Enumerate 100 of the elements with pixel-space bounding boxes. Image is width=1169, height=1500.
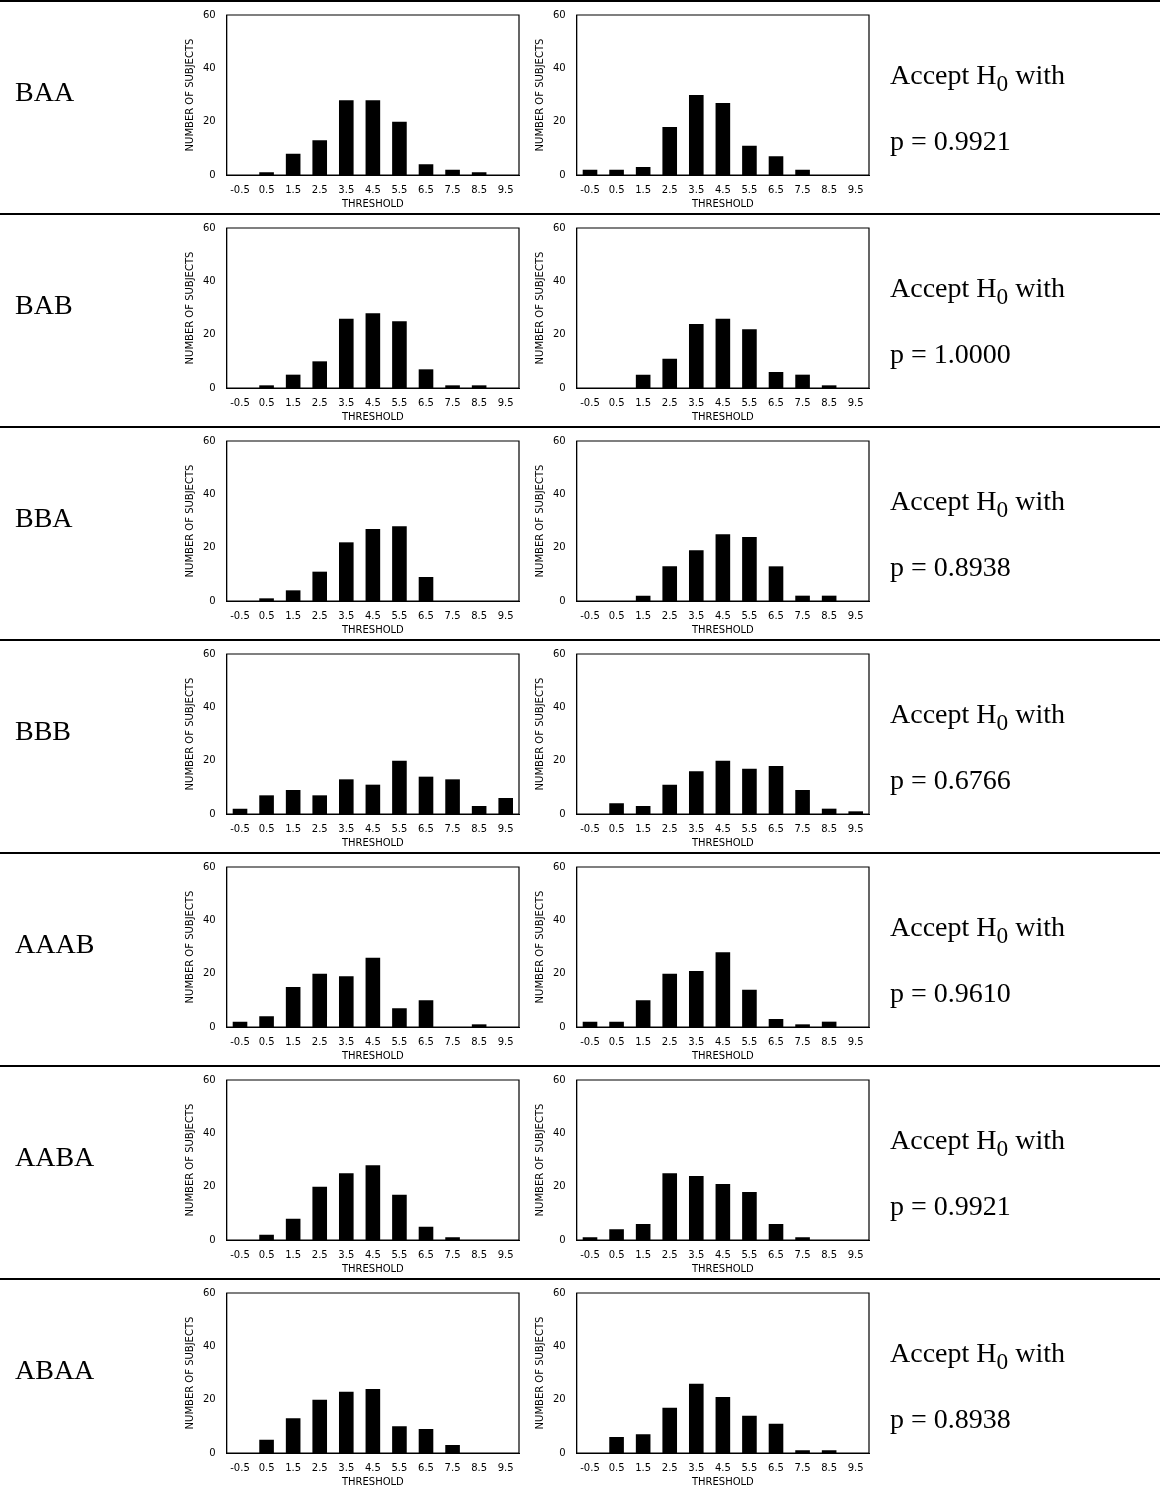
x-tick-label: -0.5 — [580, 396, 600, 408]
x-tick-label: -0.5 — [230, 1461, 250, 1473]
x-tick-label: 2.5 — [661, 1248, 678, 1260]
x-tick-label: 5.5 — [391, 822, 408, 834]
x-tick-label: 5.5 — [391, 396, 408, 408]
x-tick-label: 4.5 — [364, 822, 381, 834]
y-tick-label: 20 — [202, 541, 216, 553]
y-tick-label: 0 — [209, 1233, 216, 1245]
x-tick-label: 3.5 — [338, 183, 355, 195]
y-tick-label: 20 — [202, 754, 216, 766]
text: p = 0.8938 — [890, 1401, 1012, 1436]
x-tick-label: -0.5 — [230, 396, 250, 408]
text: Accept H$_{0}$ with — [890, 697, 1065, 737]
x-tick-label: 5.5 — [741, 1461, 758, 1473]
x-tick-label: 6.5 — [418, 1248, 434, 1260]
x-tick-label: 6.5 — [768, 609, 784, 621]
x-tick-label: 0.5 — [608, 1461, 625, 1473]
x-tick-label: 8.5 — [471, 822, 488, 834]
x-axis-title: THRESHOLD — [340, 1475, 405, 1487]
x-tick-label: 5.5 — [391, 183, 408, 195]
x-tick-label: 8.5 — [471, 1248, 488, 1260]
text: Accept H$_{0}$ with — [890, 1123, 1065, 1163]
x-tick-label: 2.5 — [661, 822, 678, 834]
x-tick-label: 3.5 — [688, 1035, 705, 1047]
x-axis-title: THRESHOLD — [690, 836, 755, 848]
x-tick-label: 9.5 — [847, 1248, 864, 1260]
y-tick-label: 60 — [202, 8, 216, 20]
y-tick-label: 0 — [209, 1020, 216, 1032]
x-tick-label: 7.5 — [444, 1035, 461, 1047]
x-tick-label: 6.5 — [768, 1035, 784, 1047]
x-tick-label: 8.5 — [821, 1248, 838, 1260]
y-axis-title: NUMBER OF SUBJECTS — [533, 1316, 545, 1430]
y-axis-title: NUMBER OF SUBJECTS — [183, 251, 195, 365]
x-tick-label: 2.5 — [311, 1461, 328, 1473]
x-tick-label: 7.5 — [444, 396, 461, 408]
x-tick-label: 1.5 — [635, 1035, 652, 1047]
x-tick-label: 0.5 — [608, 609, 625, 621]
x-tick-label: 4.5 — [714, 183, 731, 195]
x-tick-label: 4.5 — [714, 1035, 731, 1047]
text: BBA — [15, 502, 73, 534]
x-tick-label: 7.5 — [444, 1461, 461, 1473]
x-tick-label: -0.5 — [580, 1461, 600, 1473]
y-tick-label: 40 — [552, 1126, 566, 1138]
x-tick-label: 5.5 — [741, 183, 758, 195]
x-tick-label: 5.5 — [741, 609, 758, 621]
x-tick-label: 0.5 — [258, 1248, 275, 1260]
y-axis-title: NUMBER OF SUBJECTS — [533, 677, 545, 791]
x-tick-label: 9.5 — [497, 1461, 514, 1473]
x-axis-title: THRESHOLD — [690, 197, 755, 209]
text: Accept H$_{0}$ with — [890, 271, 1065, 311]
x-tick-label: -0.5 — [230, 609, 250, 621]
x-tick-label: 4.5 — [364, 183, 381, 195]
y-tick-label: 40 — [552, 1339, 566, 1351]
text: p = 0.8938 — [890, 549, 1012, 584]
x-tick-label: 2.5 — [311, 1035, 328, 1047]
x-tick-label: 7.5 — [794, 609, 811, 621]
y-tick-label: 20 — [552, 541, 566, 553]
text: p = 0.9921 — [890, 1188, 1012, 1223]
x-tick-label: 3.5 — [338, 1248, 355, 1260]
x-tick-label: 9.5 — [847, 609, 864, 621]
x-tick-label: 1.5 — [285, 1461, 302, 1473]
y-tick-label: 60 — [202, 434, 216, 446]
x-tick-label: 4.5 — [364, 1461, 381, 1473]
x-tick-label: 0.5 — [608, 396, 625, 408]
y-tick-label: 40 — [202, 61, 216, 73]
x-axis-title: THRESHOLD — [690, 1262, 755, 1274]
y-tick-label: 60 — [202, 860, 216, 872]
x-tick-label: 7.5 — [794, 396, 811, 408]
y-tick-label: 40 — [552, 700, 566, 712]
x-tick-label: 6.5 — [418, 183, 434, 195]
x-axis-title: THRESHOLD — [690, 1049, 755, 1061]
text: Accept H$_{0}$ with — [890, 58, 1065, 98]
y-tick-label: 60 — [552, 1286, 566, 1298]
x-tick-label: -0.5 — [230, 1248, 250, 1260]
x-tick-label: 7.5 — [794, 1248, 811, 1260]
y-axis-title: NUMBER OF SUBJECTS — [183, 464, 195, 578]
x-axis-title: THRESHOLD — [340, 197, 405, 209]
x-tick-label: 8.5 — [821, 396, 838, 408]
x-tick-label: -0.5 — [230, 822, 250, 834]
text: BBB — [15, 715, 72, 747]
x-tick-label: 8.5 — [471, 609, 488, 621]
x-tick-label: 8.5 — [821, 183, 838, 195]
text: p = 1.0000 — [890, 336, 1012, 371]
x-tick-label: 9.5 — [497, 183, 514, 195]
y-axis-title: NUMBER OF SUBJECTS — [183, 677, 195, 791]
y-tick-label: 0 — [559, 168, 566, 180]
x-axis-title: THRESHOLD — [340, 836, 405, 848]
y-tick-label: 60 — [552, 434, 566, 446]
x-tick-label: 6.5 — [418, 1461, 434, 1473]
x-tick-label: 8.5 — [471, 183, 488, 195]
y-tick-label: 60 — [202, 1286, 216, 1298]
y-axis-title: NUMBER OF SUBJECTS — [533, 251, 545, 365]
y-tick-label: 0 — [559, 381, 566, 393]
y-axis-title: NUMBER OF SUBJECTS — [183, 890, 195, 1004]
x-tick-label: -0.5 — [580, 822, 600, 834]
x-tick-label: 1.5 — [285, 1248, 302, 1260]
y-tick-label: 60 — [552, 860, 566, 872]
x-tick-label: 1.5 — [285, 183, 302, 195]
y-tick-label: 40 — [552, 61, 566, 73]
y-tick-label: 20 — [552, 754, 566, 766]
